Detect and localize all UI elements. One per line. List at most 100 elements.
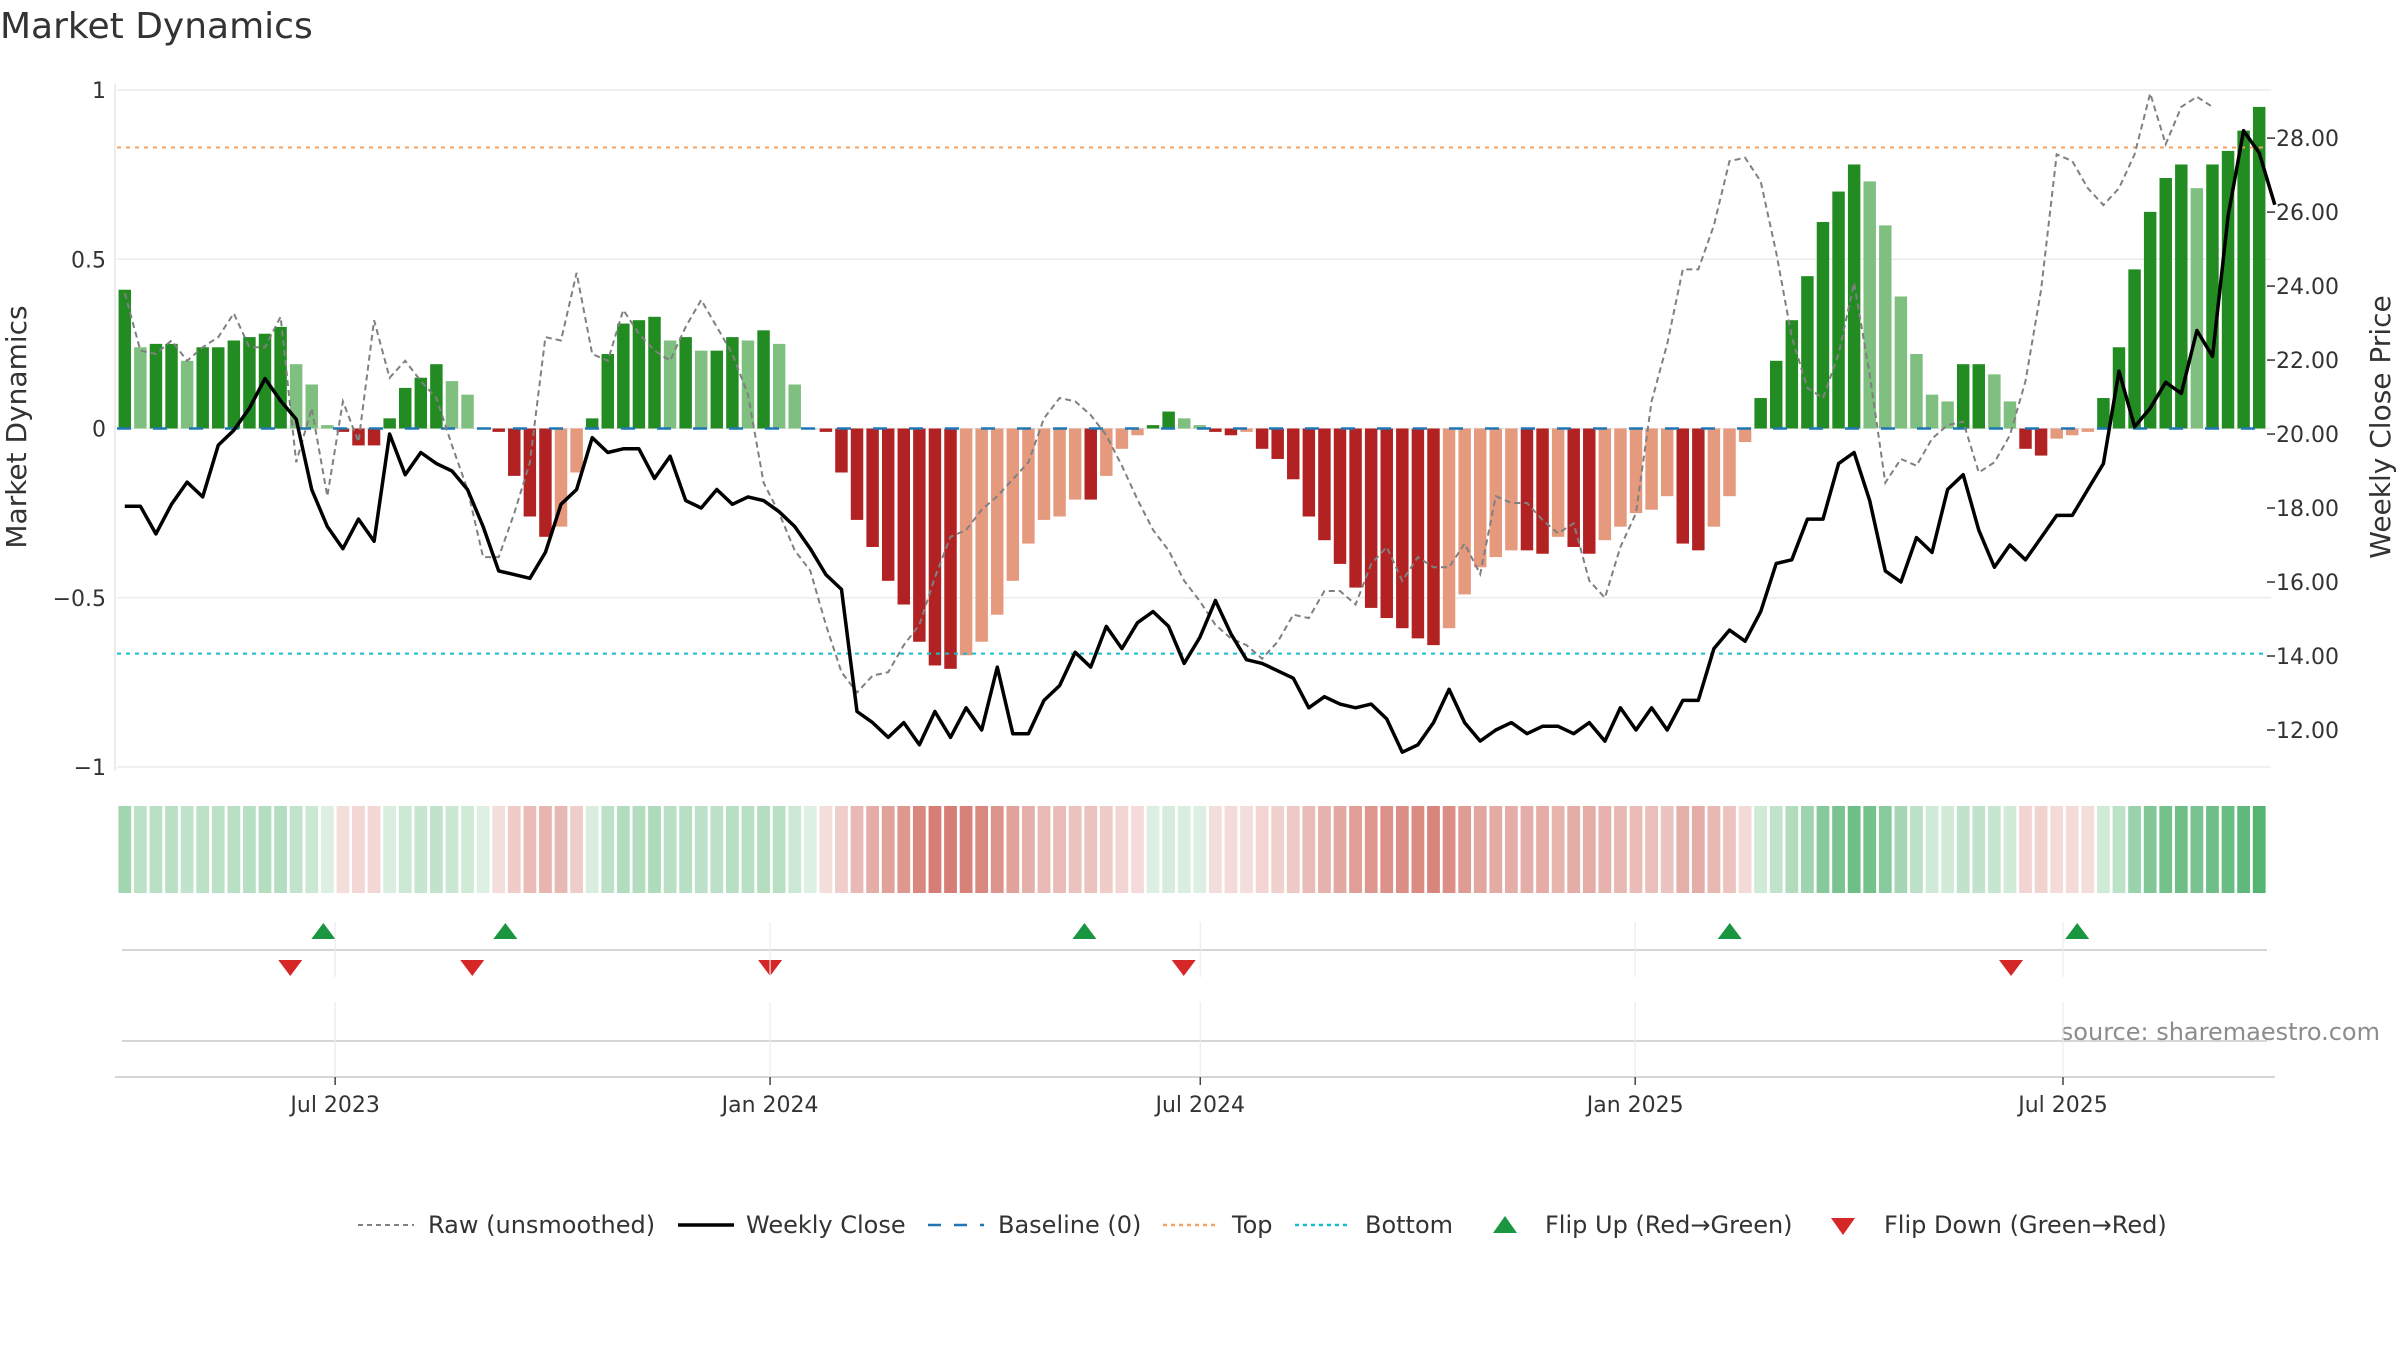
dynamics-bar (1302, 428, 1316, 517)
dynamics-bar (1567, 428, 1580, 547)
regime-cell (2206, 806, 2219, 893)
dynamics-bar (1318, 428, 1331, 541)
regime-cell (1053, 806, 1066, 893)
regime-cell (180, 806, 194, 893)
dynamics-bar (1068, 428, 1082, 500)
dynamics-bar (1333, 428, 1347, 564)
dynamics-bar (1505, 428, 1518, 551)
regime-cell (1816, 806, 1830, 893)
regime-cell (1411, 806, 1425, 893)
regime-cell (398, 806, 412, 893)
regime-cell (1847, 806, 1861, 893)
regime-cell (1863, 806, 1877, 893)
dynamics-bar (663, 340, 677, 429)
dynamics-bar (227, 340, 241, 429)
regime-cell (2097, 806, 2110, 893)
regime-cell (1318, 806, 1331, 893)
dynamics-bar (1287, 428, 1300, 480)
dynamics-bar (492, 428, 505, 432)
y-tick-label: −1 (74, 756, 106, 781)
dynamics-bar (1879, 225, 1892, 429)
flip-down-marker (278, 960, 303, 976)
dynamics-bar (1255, 428, 1269, 449)
x-tick-label: Jul 2025 (2016, 1093, 2108, 1118)
dynamics-bar (2143, 211, 2157, 429)
regime-cell (1084, 806, 1098, 893)
regime-cell (2081, 806, 2095, 893)
flip-up-marker (1072, 923, 1097, 939)
lower-panel: Jul 2023 Jan 2024 Jul 2024 Jan 2025 Jul 2025 (115, 922, 2275, 1118)
dynamics-bar (835, 428, 848, 473)
dynamics-bar (2190, 188, 2204, 429)
dynamics-bar (336, 428, 350, 432)
regime-cell (227, 806, 241, 893)
regime-cell (959, 806, 973, 893)
regime-cell (1193, 806, 1207, 893)
dynamics-bar (2237, 130, 2250, 429)
dynamics-bar (788, 384, 801, 429)
dynamics-bar (2252, 106, 2266, 429)
dynamics-bar (1614, 428, 1627, 527)
dynamics-bar (523, 428, 537, 517)
regime-cell (258, 806, 272, 893)
dynamics-bar (1988, 374, 2001, 429)
dynamics-bar (1131, 428, 1144, 436)
dynamics-bar (850, 428, 864, 520)
dynamics-bar (1240, 428, 1253, 432)
regime-cell (944, 806, 957, 893)
legend-flip-up-swatch (1493, 1216, 1517, 1233)
dynamics-bar (897, 428, 911, 605)
dynamics-bar (2081, 428, 2095, 432)
regime-cell (445, 806, 459, 893)
dynamics-bar (398, 387, 412, 429)
dynamics-bar (1583, 428, 1596, 554)
regime-cell (1458, 806, 1472, 893)
flip-up-marker (311, 923, 336, 939)
dynamics-bar (2097, 398, 2110, 429)
dynamics-bar (1084, 428, 1097, 500)
legend: Raw (unsmoothed) Weekly Close Baseline (0)… (358, 1211, 2167, 1239)
legend-top-label: Top (1231, 1211, 1273, 1239)
x-tick-label: Jan 2025 (1585, 1093, 1684, 1118)
dynamics-bar (710, 350, 724, 429)
dynamics-bar (1536, 428, 1549, 554)
y-tick-label: 0 (92, 418, 106, 443)
dynamics-bar (2112, 347, 2126, 429)
regime-cell (710, 806, 724, 893)
regime-cell (663, 806, 677, 893)
dynamics-bar (2206, 164, 2219, 429)
regime-cell (523, 806, 537, 893)
dynamics-bar (1427, 428, 1440, 646)
dynamics-bar (134, 347, 147, 429)
regime-cell (1551, 806, 1565, 893)
dynamics-bar (648, 316, 661, 429)
regime-cell (492, 806, 506, 893)
dynamics-bar (1006, 428, 1020, 581)
dynamics-bar (1941, 401, 1954, 429)
regime-cell (429, 806, 443, 893)
regime-cell (1925, 806, 1939, 893)
regime-cell (1785, 806, 1799, 893)
regime-cell (1302, 806, 1316, 893)
regime-cell (1972, 806, 1986, 893)
regime-cell (1208, 806, 1222, 893)
dynamics-bar (165, 343, 178, 429)
regime-cell (1333, 806, 1347, 893)
dynamics-bar (570, 428, 583, 473)
dynamics-bar (1224, 428, 1238, 436)
regime-cell (1068, 806, 1082, 893)
regime-cell (2252, 806, 2266, 893)
regime-cell (2019, 806, 2032, 893)
dynamics-bar (196, 347, 209, 429)
dynamics-bar (991, 428, 1004, 615)
regime-cell (336, 806, 350, 893)
raw-series-line (123, 89, 2214, 695)
regime-cell (1473, 806, 1487, 893)
regime-cell (601, 806, 615, 893)
regime-cell (1536, 806, 1549, 893)
regime-cell (507, 806, 521, 893)
dynamics-bar (1442, 428, 1456, 629)
dynamics-bar (1629, 428, 1643, 514)
dynamics-bar (1411, 428, 1425, 639)
dynamics-bar (2066, 428, 2079, 436)
